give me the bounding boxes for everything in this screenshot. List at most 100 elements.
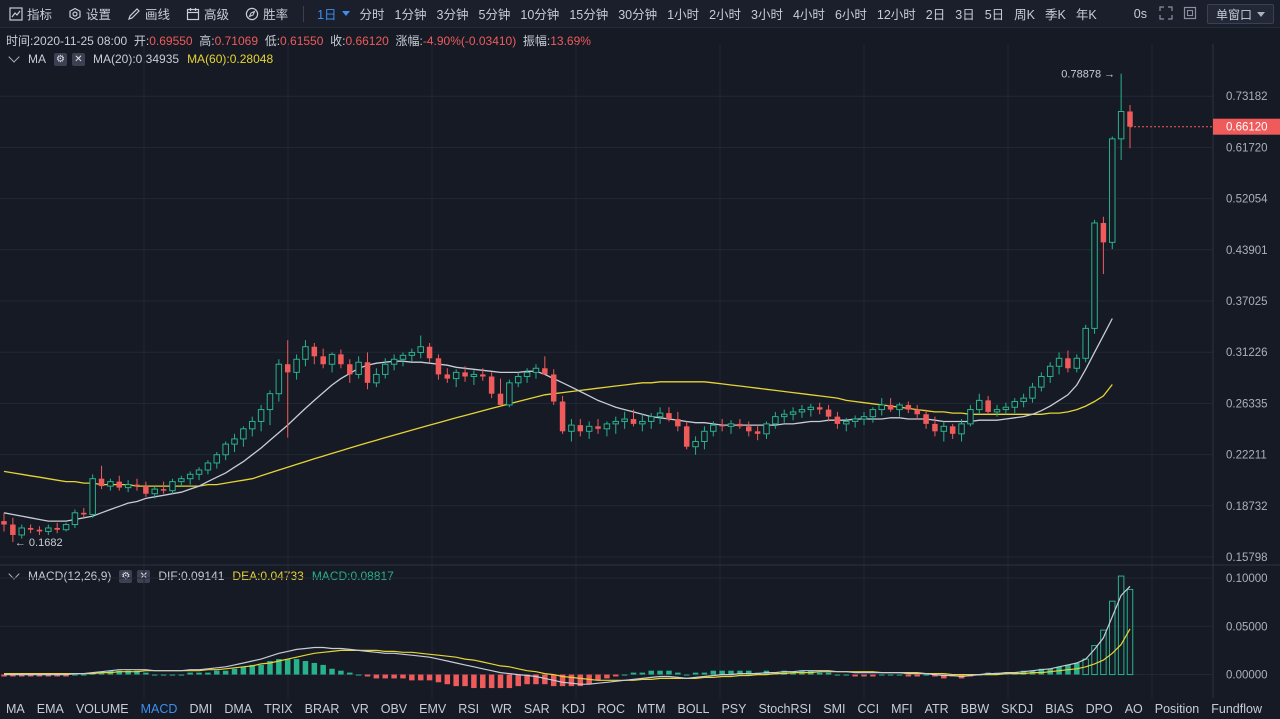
indicator-tab-smi[interactable]: SMI	[823, 701, 846, 716]
indicator-settings-icon[interactable]: ⚙	[54, 52, 67, 66]
period-16[interactable]: 5日	[984, 8, 1005, 22]
indicator-tab-obv[interactable]: OBV	[380, 701, 408, 716]
indicator-tab-skdj[interactable]: SKDJ	[1001, 701, 1034, 716]
macd-bar	[480, 674, 486, 689]
period-13[interactable]: 12小时	[876, 8, 916, 22]
indicator-tab-ema[interactable]: EMA	[36, 701, 64, 716]
macd-bar	[586, 674, 592, 685]
open-value: 0.69550	[149, 34, 193, 48]
macd-bar	[284, 659, 291, 675]
time-label: 时间:	[6, 34, 34, 48]
screenshot-icon[interactable]	[1183, 6, 1197, 23]
period-8[interactable]: 1小时	[667, 8, 700, 22]
indicator-tab-mfi[interactable]: MFI	[891, 701, 913, 716]
indicator-tab-sar[interactable]: SAR	[523, 701, 550, 716]
pencil-icon	[126, 6, 142, 22]
macd-bar	[435, 674, 442, 683]
candle	[134, 478, 140, 491]
candle	[639, 414, 646, 432]
settings-tool[interactable]: 设置	[59, 0, 118, 28]
macd-bar	[391, 674, 397, 679]
indicator-tab-vr[interactable]: VR	[351, 701, 369, 716]
period-3[interactable]: 3分钟	[436, 8, 469, 22]
macd-bar	[932, 674, 938, 677]
indicator-tab-roc[interactable]: ROC	[597, 701, 626, 716]
indicator-tab-dpo[interactable]: DPO	[1085, 701, 1113, 716]
indicator-tab-mtm[interactable]: MTM	[637, 701, 666, 716]
candle	[896, 402, 903, 417]
indicator-tab-emv[interactable]: EMV	[419, 701, 447, 716]
macd-bar	[143, 672, 149, 675]
period-5[interactable]: 10分钟	[520, 8, 560, 22]
close-icon[interactable]: ✕	[137, 569, 151, 583]
indicator-tab-kdj[interactable]: KDJ	[561, 701, 586, 716]
indicator-tab-boll[interactable]: BOLL	[677, 701, 710, 716]
period-9[interactable]: 2小时	[709, 8, 742, 22]
indicators-tool[interactable]: 指标	[0, 0, 59, 28]
period-15[interactable]: 3日	[955, 8, 975, 22]
window-mode-dropdown[interactable]: 单窗口	[1206, 4, 1274, 24]
macd-bar	[1038, 668, 1045, 675]
candle	[1011, 398, 1018, 414]
indicator-tab-dmi[interactable]: DMI	[189, 701, 213, 716]
indicator-tab-atr[interactable]: ATR	[924, 701, 949, 716]
indicator-tab-wr[interactable]: WR	[491, 701, 512, 716]
macd-bar	[1091, 645, 1098, 676]
indicator-tab-brar[interactable]: BRAR	[304, 701, 340, 716]
period-19[interactable]: 年K	[1075, 8, 1097, 22]
indicator-tab-bias[interactable]: BIAS	[1045, 701, 1074, 716]
period-0[interactable]: 1日	[312, 0, 354, 28]
period-7[interactable]: 30分钟	[618, 8, 658, 22]
indicator-tab-ma[interactable]: MA	[6, 701, 25, 716]
indicator-tab-macd[interactable]: MACD	[140, 701, 178, 716]
period-6[interactable]: 15分钟	[569, 8, 609, 22]
draw-tool[interactable]: 画线	[118, 0, 177, 28]
indicator-tab-trix[interactable]: TRIX	[264, 701, 293, 716]
candle	[169, 478, 176, 494]
candle	[116, 475, 123, 491]
winrate-tool[interactable]: 胜率	[236, 0, 295, 28]
period-18[interactable]: 季K	[1045, 8, 1066, 22]
period-12[interactable]: 6小时	[834, 8, 867, 22]
chevron-down-icon[interactable]	[8, 568, 20, 580]
candle	[754, 425, 761, 441]
period-2[interactable]: 1分钟	[394, 8, 427, 22]
indicator-tab-psy[interactable]: PSY	[721, 701, 747, 716]
fullscreen-icon[interactable]	[1159, 5, 1173, 23]
macd-bar	[825, 672, 832, 675]
indicator-settings-icon[interactable]: ⚙	[119, 569, 133, 583]
period-11[interactable]: 4小时	[792, 8, 825, 22]
max-price-marker: 0.78878 →	[1061, 69, 1115, 81]
draw-label: 画线	[145, 8, 171, 22]
time-value: 2020-11-25 08:00	[33, 34, 128, 48]
indicator-tab-position[interactable]: Position	[1154, 701, 1200, 716]
indicator-tab-cci[interactable]: CCI	[857, 701, 880, 716]
candle	[452, 369, 460, 388]
period-17[interactable]: 周K	[1014, 8, 1035, 22]
macd-bar	[639, 672, 646, 675]
indicator-tab-rsi[interactable]: RSI	[458, 701, 480, 716]
candle	[45, 524, 52, 535]
period-1[interactable]: 分时	[359, 8, 385, 22]
price-tick-label: 0.18732	[1226, 501, 1268, 513]
candle	[89, 474, 96, 518]
macd-bar	[27, 674, 34, 677]
macd-bar	[941, 674, 947, 679]
indicator-tab-volume[interactable]: VOLUME	[75, 701, 129, 716]
chevron-down-icon[interactable]	[8, 51, 20, 63]
indicator-tab-dma[interactable]: DMA	[224, 701, 253, 716]
period-10[interactable]: 3小时	[751, 8, 783, 22]
indicator-tab-bbw[interactable]: BBW	[960, 701, 990, 716]
min-price-marker: ← 0.1682	[15, 537, 63, 549]
macd-bar	[1100, 629, 1107, 676]
indicator-tab-fundflow[interactable]: Fundflow	[1211, 701, 1262, 716]
period-4[interactable]: 5分钟	[478, 8, 511, 22]
candle	[737, 419, 743, 429]
close-icon[interactable]: ✕	[72, 52, 85, 66]
price-chart[interactable]: 0.78878 →← 0.1682 0.100000.050000.00000 …	[0, 0, 1280, 698]
period-14[interactable]: 2日	[925, 8, 946, 22]
advanced-tool[interactable]: 高级	[177, 0, 236, 28]
indicators-label: 指标	[27, 8, 53, 22]
indicator-tab-ao[interactable]: AO	[1124, 701, 1143, 716]
indicator-tab-stochrsi[interactable]: StochRSI	[758, 701, 812, 716]
